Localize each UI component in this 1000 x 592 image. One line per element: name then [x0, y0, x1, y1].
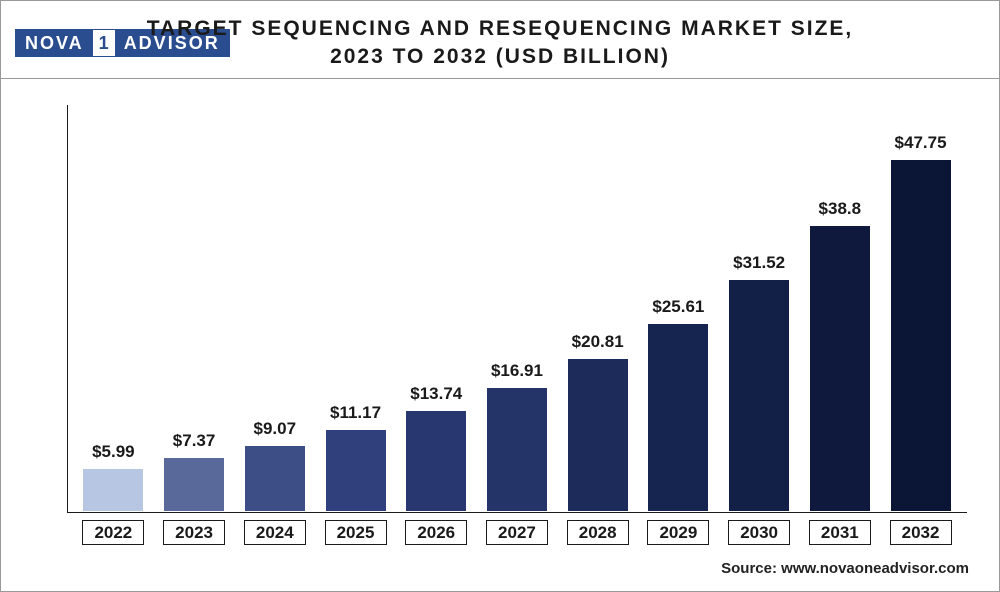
- plot-area: $5.99 $7.37 $9.07 $11.17 $13.74 $16.91 $20.81 $…: [67, 105, 967, 513]
- x-tick-label: 2025: [325, 520, 387, 545]
- source-text: Source: www.novaoneadvisor.com: [721, 560, 969, 577]
- x-tick-label: 2028: [567, 520, 629, 545]
- x-tick-label: 2024: [244, 520, 306, 545]
- chart-title: TARGET SEQUENCING AND RESEQUENCING MARKE…: [1, 15, 999, 72]
- bar-value-label: $16.91: [491, 361, 543, 381]
- x-tick-label: 2032: [890, 520, 952, 545]
- header: NOVA 1 ADVISOR TARGET SEQUENCING AND RES…: [1, 1, 999, 79]
- bar-value-label: $7.37: [173, 431, 216, 451]
- bar-value-label: $38.8: [819, 199, 862, 219]
- chart-container: NOVA 1 ADVISOR TARGET SEQUENCING AND RES…: [0, 0, 1000, 592]
- bar-column: $20.81: [565, 332, 631, 512]
- bar-rect: [890, 159, 952, 512]
- x-tick-label: 2026: [405, 520, 467, 545]
- x-tick-label: 2022: [82, 520, 144, 545]
- bar-value-label: $25.61: [652, 297, 704, 317]
- x-tick-label: 2023: [163, 520, 225, 545]
- title-line-1: TARGET SEQUENCING AND RESEQUENCING MARKE…: [1, 15, 999, 43]
- bar-value-label: $47.75: [895, 133, 947, 153]
- x-tick-label: 2031: [809, 520, 871, 545]
- bar-value-label: $11.17: [330, 403, 381, 423]
- bar-column: $13.74: [403, 384, 469, 512]
- bar-column: $5.99: [80, 442, 146, 512]
- bar-value-label: $20.81: [572, 332, 624, 352]
- bar-rect: [163, 457, 225, 512]
- x-tick-label: 2030: [728, 520, 790, 545]
- bar-rect: [405, 410, 467, 512]
- bar-column: $31.52: [726, 253, 792, 512]
- x-tick-label: 2029: [647, 520, 709, 545]
- bar-rect: [82, 468, 144, 512]
- bar-rect: [647, 323, 709, 513]
- bar-column: $25.61: [645, 297, 711, 513]
- x-axis-labels: 2022 2023 2024 2025 2026 2027 2028 2029 2030 2031…: [67, 520, 967, 548]
- bar-rect: [325, 429, 387, 512]
- title-line-2: 2023 TO 2032 (USD BILLION): [1, 43, 999, 71]
- bar-value-label: $9.07: [254, 419, 297, 439]
- bar-value-label: $31.52: [733, 253, 785, 273]
- bar-rect: [567, 358, 629, 512]
- bar-value-label: $5.99: [92, 442, 135, 462]
- bar-column: $7.37: [161, 431, 227, 512]
- x-axis-line: [67, 512, 967, 513]
- bar-rect: [486, 387, 548, 512]
- bar-rect: [244, 445, 306, 512]
- bar-rect: [728, 279, 790, 512]
- bar-column: $47.75: [888, 133, 954, 512]
- bars-group: $5.99 $7.37 $9.07 $11.17 $13.74 $16.91 $20.81 $…: [67, 105, 967, 512]
- bar-rect: [809, 225, 871, 512]
- bar-column: $16.91: [484, 361, 550, 512]
- bar-column: $11.17: [323, 403, 389, 512]
- bar-column: $38.8: [807, 199, 873, 512]
- bar-value-label: $13.74: [410, 384, 462, 404]
- bar-column: $9.07: [242, 419, 308, 512]
- x-tick-label: 2027: [486, 520, 548, 545]
